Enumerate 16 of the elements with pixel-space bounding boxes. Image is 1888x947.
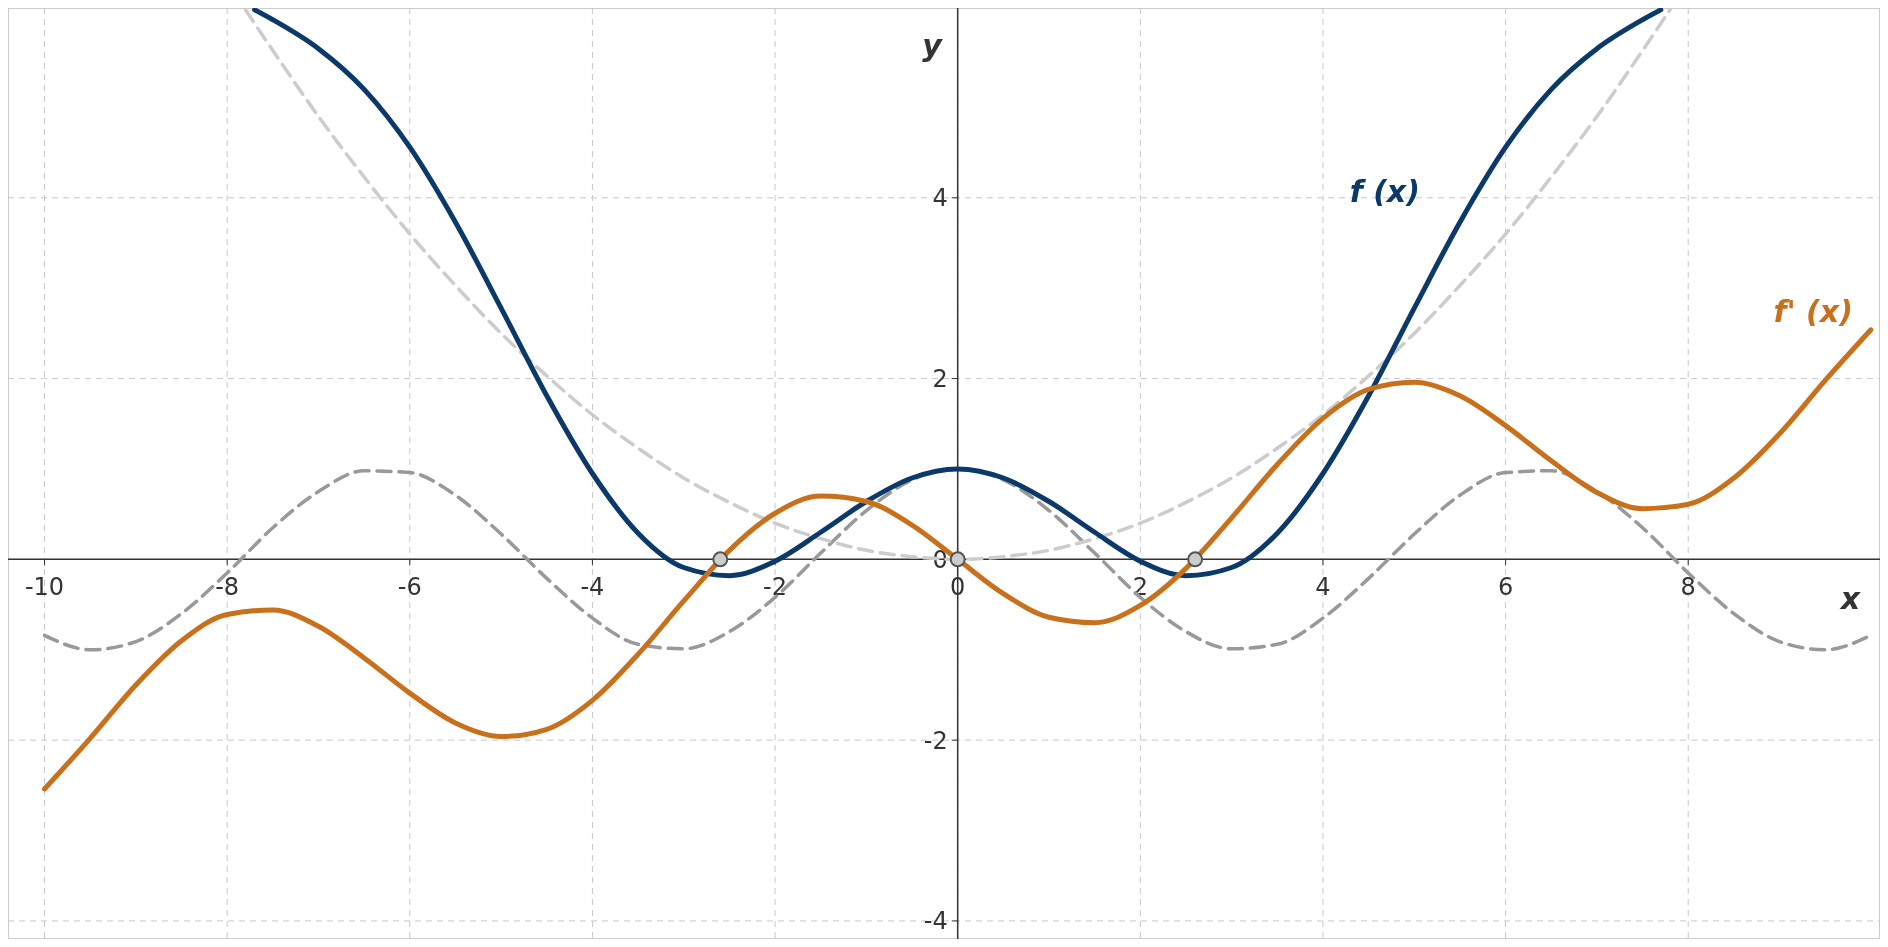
x-tick-label: -2 — [763, 573, 788, 602]
x-tick-label: 6 — [1497, 573, 1514, 602]
y-tick-label: -4 — [923, 907, 948, 936]
series-label: f (x) — [1349, 174, 1420, 210]
y-axis-title: y — [922, 28, 944, 63]
x-tick-label: -6 — [397, 573, 422, 602]
x-tick-label: -8 — [215, 573, 240, 602]
y-tick-label: 2 — [932, 364, 948, 393]
y-tick-label: 4 — [932, 184, 948, 213]
y-tick-label: -2 — [923, 726, 948, 755]
x-tick-label: -10 — [24, 573, 65, 602]
x-tick-label: 4 — [1315, 573, 1331, 602]
series-label: f' (x) — [1773, 293, 1853, 329]
x-axis-title: x — [1838, 581, 1862, 617]
x-tick-label: -4 — [580, 573, 605, 602]
x-tick-label: 8 — [1680, 573, 1696, 602]
